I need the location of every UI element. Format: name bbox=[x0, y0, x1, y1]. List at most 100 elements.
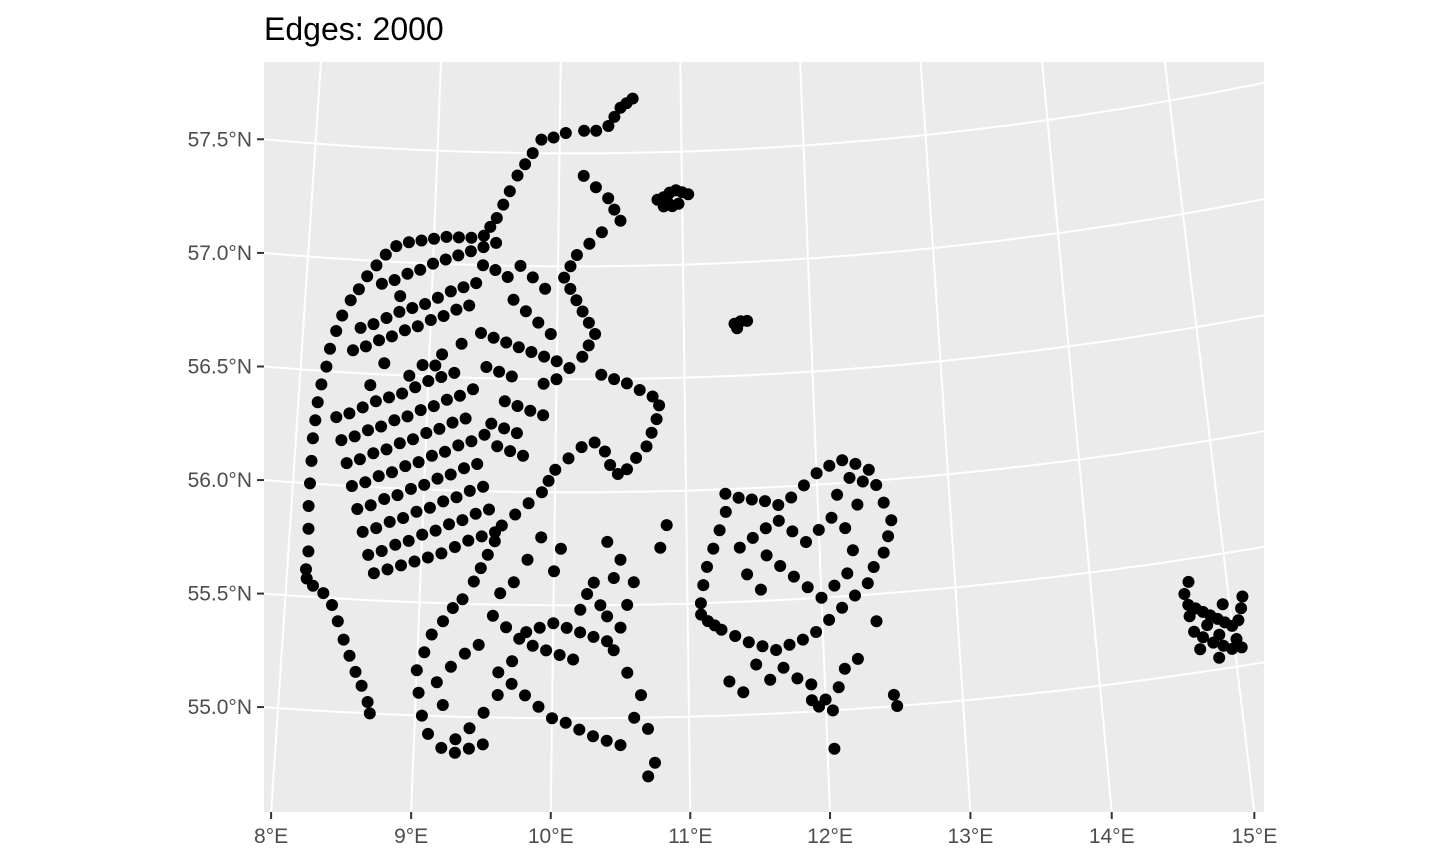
data-point bbox=[511, 169, 524, 182]
data-point bbox=[448, 746, 461, 759]
data-point bbox=[828, 742, 841, 755]
data-point bbox=[452, 231, 465, 244]
data-point bbox=[476, 738, 489, 751]
x-tick-label: 13°E bbox=[948, 825, 994, 848]
data-point bbox=[335, 434, 348, 447]
data-point bbox=[654, 541, 667, 554]
data-point bbox=[640, 440, 653, 453]
parallel-line bbox=[264, 81, 1264, 155]
data-point bbox=[628, 711, 641, 724]
data-point bbox=[601, 535, 614, 548]
data-point bbox=[741, 314, 754, 327]
data-point bbox=[331, 615, 344, 628]
data-point bbox=[825, 511, 838, 524]
data-point bbox=[429, 359, 442, 372]
data-point bbox=[512, 341, 525, 354]
data-point bbox=[379, 248, 392, 261]
data-point bbox=[723, 675, 736, 688]
data-point bbox=[614, 101, 627, 114]
data-point bbox=[567, 653, 580, 666]
data-point bbox=[436, 699, 449, 711]
data-point bbox=[428, 232, 440, 245]
data-point bbox=[877, 546, 890, 559]
chart-title: Edges: 2000 bbox=[264, 11, 444, 47]
meridian-line bbox=[679, 62, 692, 812]
data-point bbox=[307, 579, 319, 592]
data-point bbox=[733, 541, 746, 554]
data-point bbox=[370, 522, 383, 535]
data-point bbox=[456, 593, 469, 606]
y-tick-label: 56.0°N bbox=[188, 469, 252, 492]
data-point bbox=[772, 499, 785, 511]
data-point bbox=[412, 456, 425, 469]
data-point bbox=[576, 305, 589, 318]
data-point bbox=[642, 770, 655, 783]
data-point bbox=[367, 447, 380, 460]
data-point bbox=[741, 568, 754, 581]
x-tick-label: 9°E bbox=[394, 825, 428, 848]
data-point bbox=[455, 337, 468, 350]
data-point bbox=[554, 542, 567, 555]
data-point bbox=[576, 350, 589, 363]
meridian-line bbox=[799, 62, 832, 812]
data-point bbox=[870, 479, 883, 491]
data-point bbox=[542, 474, 555, 487]
data-point bbox=[578, 124, 591, 137]
data-point bbox=[535, 531, 548, 544]
data-point bbox=[418, 646, 431, 659]
data-point bbox=[786, 525, 799, 538]
data-point bbox=[498, 422, 511, 435]
data-point bbox=[452, 249, 465, 262]
data-point bbox=[506, 655, 519, 668]
data-point bbox=[317, 587, 330, 600]
data-point bbox=[645, 426, 658, 439]
data-point bbox=[882, 530, 895, 543]
data-point bbox=[477, 241, 490, 254]
data-point bbox=[750, 658, 763, 671]
data-point bbox=[398, 324, 411, 337]
data-point bbox=[450, 491, 463, 504]
data-point bbox=[519, 158, 532, 171]
data-point bbox=[532, 316, 545, 329]
data-point bbox=[828, 579, 841, 592]
data-point bbox=[621, 598, 634, 611]
data-point bbox=[344, 294, 357, 307]
data-point bbox=[362, 548, 375, 561]
data-point bbox=[701, 560, 713, 573]
data-point bbox=[394, 290, 407, 303]
x-axis: 8°E 9°E 10°E 11°E 12°E 13°E 14°E 15°E bbox=[254, 812, 1277, 848]
data-point bbox=[526, 639, 539, 652]
data-point bbox=[849, 457, 862, 470]
data-point bbox=[560, 621, 573, 634]
data-point bbox=[364, 499, 377, 512]
data-point bbox=[369, 395, 382, 408]
data-point bbox=[507, 576, 520, 589]
data-point bbox=[877, 496, 890, 509]
meridian-line bbox=[1041, 62, 1113, 812]
data-point bbox=[867, 561, 880, 573]
data-point bbox=[320, 360, 333, 373]
data-point bbox=[587, 730, 599, 743]
data-point bbox=[559, 716, 572, 729]
data-point bbox=[570, 249, 583, 261]
data-point bbox=[406, 302, 419, 314]
data-point bbox=[430, 676, 443, 689]
data-point bbox=[719, 505, 732, 518]
data-point bbox=[746, 531, 759, 544]
data-point bbox=[475, 327, 487, 339]
data-point bbox=[517, 449, 529, 462]
data-point bbox=[420, 427, 433, 439]
data-point bbox=[397, 512, 410, 524]
y-axis: 55.0°N 55.5°N 56.0°N 56.5°N 57.0°N 57.5°N bbox=[188, 128, 264, 719]
data-point bbox=[493, 365, 506, 378]
data-point bbox=[367, 318, 380, 331]
data-point bbox=[649, 756, 661, 769]
data-point bbox=[383, 391, 395, 404]
data-point bbox=[353, 453, 366, 466]
data-point bbox=[1236, 590, 1249, 603]
data-point bbox=[1235, 602, 1248, 615]
data-point bbox=[330, 325, 343, 337]
data-point bbox=[403, 369, 416, 382]
data-point bbox=[488, 535, 501, 548]
